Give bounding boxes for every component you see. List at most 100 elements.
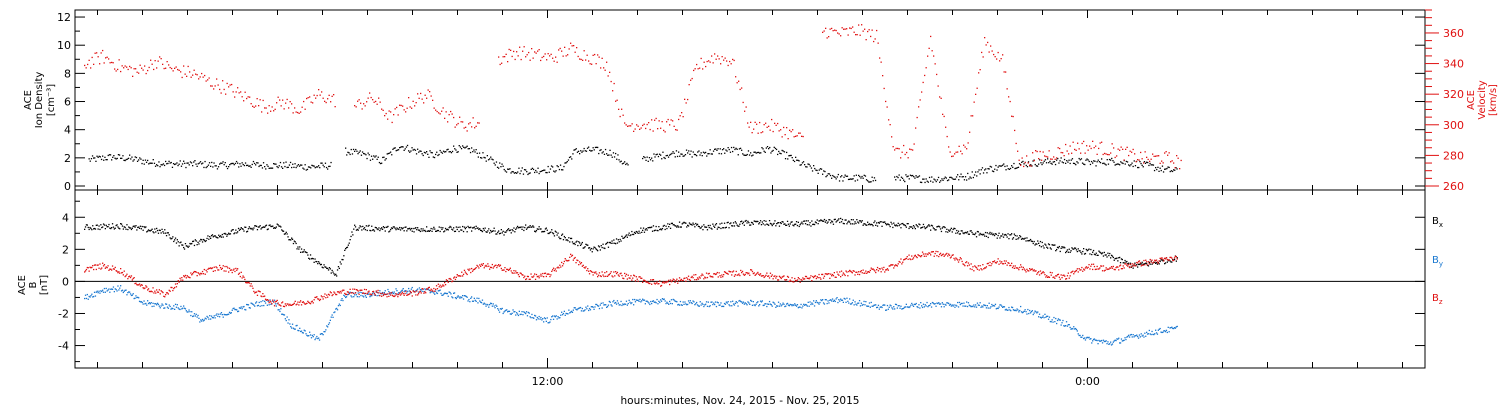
data-point-ion-density: [124, 159, 126, 162]
data-point-bx: [93, 227, 96, 230]
data-point-by: [455, 297, 457, 300]
data-point-velocity: [475, 125, 477, 127]
data-point-by: [1097, 343, 1099, 345]
data-point-ion-density: [855, 174, 857, 176]
data-point-by: [347, 293, 349, 296]
data-point-bz: [180, 279, 182, 281]
data-point-by: [365, 296, 367, 298]
data-point-bz: [501, 269, 503, 271]
data-point-by: [110, 288, 112, 290]
data-point-bx: [92, 225, 94, 227]
data-point-ion-density: [669, 154, 671, 156]
data-point-bx: [437, 229, 439, 232]
data-point-ion-density: [483, 156, 485, 159]
data-point-ion-density: [931, 176, 933, 178]
data-point-bx: [570, 237, 573, 240]
data-point-by: [633, 304, 635, 306]
data-point-bx: [1155, 262, 1157, 264]
data-point-ion-density: [519, 172, 521, 175]
data-point-bx: [1022, 238, 1024, 240]
data-point-ion-density: [1117, 163, 1120, 165]
data-point-bx: [235, 229, 237, 231]
data-point-bx: [1006, 236, 1008, 238]
data-point-by: [592, 306, 594, 308]
data-point-by: [318, 339, 321, 341]
data-point-bx: [246, 230, 249, 232]
data-point-bx: [874, 220, 876, 222]
data-point-bx: [765, 220, 767, 222]
data-point-bx: [979, 232, 981, 235]
data-point-bx: [144, 226, 146, 229]
data-point-velocity: [916, 116, 918, 119]
data-point-velocity: [178, 69, 180, 71]
data-point-ion-density: [255, 164, 257, 166]
data-point-velocity: [175, 66, 177, 68]
data-point-bz: [487, 263, 489, 265]
data-point-velocity: [577, 55, 579, 58]
data-point-by: [599, 304, 601, 306]
data-point-bx: [970, 230, 972, 232]
data-point-velocity: [1000, 58, 1002, 60]
data-point-bz: [438, 286, 440, 288]
data-point-ion-density: [1148, 164, 1150, 167]
data-point-ion-density: [454, 148, 456, 150]
data-point-by: [352, 292, 354, 294]
data-point-bx: [1125, 261, 1127, 263]
data-point-bz: [641, 277, 643, 279]
data-point-velocity: [114, 68, 116, 70]
data-point-velocity: [253, 106, 255, 108]
data-point-by: [993, 305, 996, 307]
data-point-bx: [114, 227, 116, 229]
data-point-bz: [524, 275, 526, 277]
data-point-bx: [261, 227, 263, 229]
data-point-bx: [1027, 240, 1029, 242]
data-point-ion-density: [626, 162, 628, 165]
data-point-velocity: [652, 130, 654, 132]
data-point-bx: [957, 230, 960, 232]
data-point-bx: [905, 226, 907, 228]
data-point-bx: [659, 228, 661, 231]
data-point-velocity: [1057, 147, 1059, 149]
data-point-by: [1098, 339, 1100, 342]
data-point-ion-density: [175, 163, 177, 165]
data-point-ion-density: [150, 162, 152, 164]
data-point-by: [582, 310, 584, 312]
data-point-bz: [128, 276, 130, 278]
data-point-by: [1138, 334, 1141, 336]
data-point-ion-density: [648, 157, 651, 159]
data-point-ion-density: [665, 155, 667, 157]
data-point-by: [302, 332, 304, 334]
data-point-bx: [285, 231, 287, 233]
data-point-bx: [1131, 265, 1133, 267]
data-point-velocity: [976, 87, 978, 89]
data-point-by: [762, 304, 764, 307]
data-point-bz: [402, 293, 404, 295]
data-point-bx: [213, 235, 215, 237]
data-point-velocity: [309, 96, 311, 98]
data-point-bz: [492, 267, 494, 269]
data-point-by: [145, 302, 147, 305]
data-point-ion-density: [364, 153, 366, 155]
data-point-by: [483, 302, 485, 304]
data-point-bx: [628, 232, 630, 234]
data-point-by: [448, 291, 450, 293]
data-point-bz: [459, 275, 461, 277]
data-point-bx: [513, 227, 515, 229]
data-point-by: [1083, 337, 1085, 340]
data-point-by: [1105, 340, 1107, 342]
data-point-bz: [247, 281, 250, 284]
data-point-velocity: [109, 62, 111, 64]
data-point-by: [1130, 333, 1132, 336]
data-point-velocity: [151, 63, 153, 65]
data-point-ion-density: [904, 180, 906, 183]
data-point-velocity: [741, 87, 743, 89]
data-point-ion-density: [356, 150, 358, 152]
data-point-bx: [781, 221, 783, 223]
data-point-bx: [1108, 254, 1110, 257]
data-point-ion-density: [781, 149, 783, 152]
data-point-bz: [131, 279, 133, 281]
data-point-bz: [675, 280, 677, 282]
data-point-by: [866, 305, 868, 307]
data-point-bz: [480, 265, 482, 267]
data-point-velocity: [985, 44, 987, 46]
